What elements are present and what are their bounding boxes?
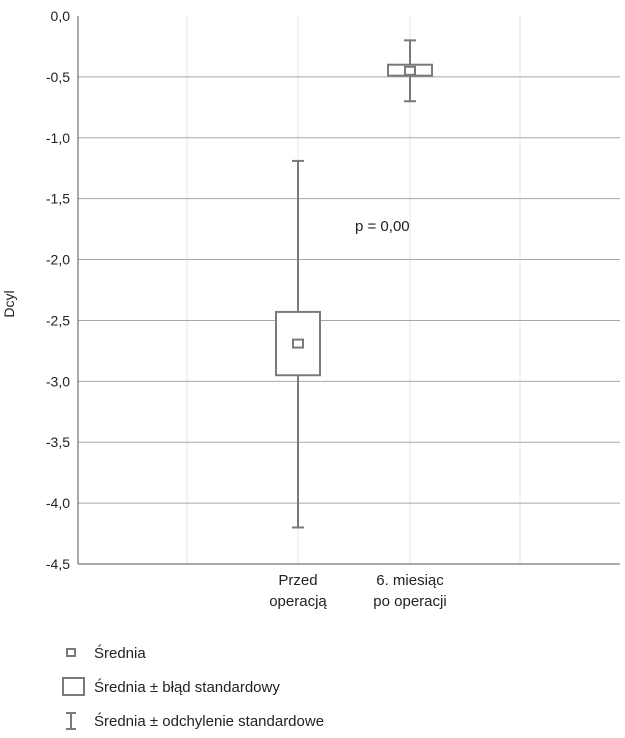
x-category-label-0-line-1: operacją — [269, 593, 327, 610]
y-tick-label-5: -2,5 — [46, 312, 70, 328]
horizontal-gridlines — [78, 76, 620, 504]
x-category-label-0-line-0: Przed — [278, 572, 317, 589]
p-value-annotation: p = 0,00 — [355, 218, 410, 235]
se-box-icon — [62, 676, 88, 698]
mean-marker-0 — [292, 338, 304, 349]
legend-item-se: Średnia ± błąd standardowy — [62, 670, 324, 704]
tick-labels: 0,0 -0,5 -1,0 -1,5 -2,0 -2,5 -3,0 -3,5 -4,0 -4,5 P… — [46, 8, 447, 610]
y-tick-label-1: -0,5 — [46, 69, 70, 85]
box-plot-chart: 0,0 -0,5 -1,0 -1,5 -2,0 -2,5 -3,0 -3,5 -4,0 -4,5 P… — [1, 8, 620, 610]
legend-item-mean: Średnia — [62, 636, 324, 670]
x-category-label-1-line-1: po operacji — [373, 593, 446, 610]
legend-item-sd: Średnia ± odchylenie standardowe — [62, 704, 324, 738]
chart-marks — [275, 39, 433, 529]
y-tick-label-8: -4,0 — [46, 495, 70, 511]
y-tick-label-7: -3,5 — [46, 434, 70, 450]
y-tick-label-0: 0,0 — [51, 8, 71, 24]
error-bar-icon — [62, 710, 88, 732]
y-tick-label-3: -1,5 — [46, 191, 70, 207]
legend-label-se: Średnia ± błąd standardowy — [94, 678, 280, 696]
mean-marker-1 — [404, 65, 416, 76]
y-tick-label-2: -1,0 — [46, 130, 70, 146]
x-category-label-1-line-0: 6. miesiąc — [376, 572, 444, 589]
y-tick-label-6: -3,0 — [46, 373, 70, 389]
mean-marker-icon — [62, 642, 88, 664]
y-tick-label-4: -2,0 — [46, 252, 70, 268]
y-axis-title: Dcyl — [1, 290, 17, 317]
vertical-gridlines — [186, 16, 521, 564]
y-tick-label-9: -4,5 — [46, 556, 70, 572]
axes — [77, 16, 620, 565]
legend-label-mean: Średnia — [94, 644, 146, 662]
legend-label-sd: Średnia ± odchylenie standardowe — [94, 712, 325, 730]
legend: Średnia Średnia ± błąd standardowy Średn… — [62, 636, 324, 738]
se-box-0 — [275, 310, 321, 377]
